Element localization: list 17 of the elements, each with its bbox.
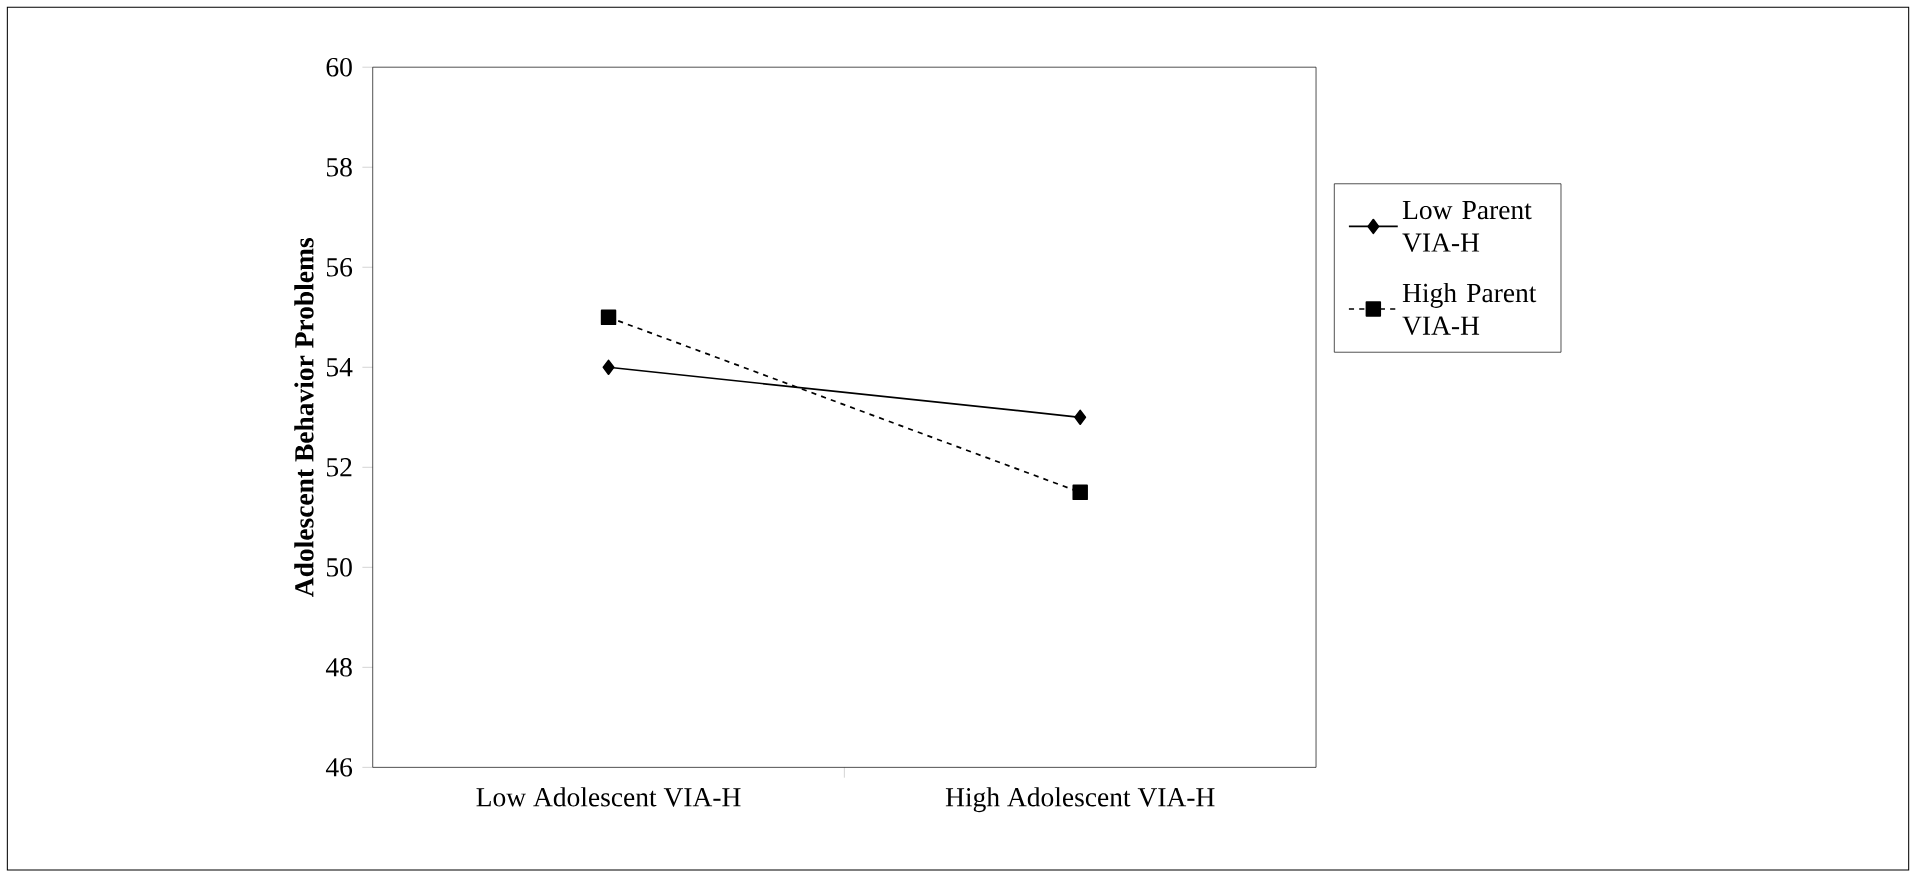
legend-label: Low Parent VIA-H: [1402, 200, 1532, 252]
y-tick-label: 46: [325, 757, 353, 777]
x-tick-label: High Adolescent VIA-H: [945, 787, 1215, 813]
point: [600, 309, 617, 325]
y-tick-label: 56: [326, 257, 353, 277]
legend-label: High Parent VIA-H: [1402, 282, 1537, 335]
x-tick-label: Low Adolescent VIA-H: [476, 787, 741, 807]
point: [1072, 484, 1088, 500]
y-tick-label: 58: [326, 157, 352, 177]
y-tick-label: 48: [325, 657, 352, 677]
y-tick-label: 54: [326, 357, 353, 377]
point: [1074, 409, 1087, 425]
y-tick-label: 52: [326, 457, 352, 477]
point: [602, 359, 615, 375]
y-axis-title: Adolescent Behavior Problems: [294, 237, 314, 597]
y-tick-label: 50: [326, 557, 352, 577]
y-tick-label: 60: [326, 57, 352, 77]
